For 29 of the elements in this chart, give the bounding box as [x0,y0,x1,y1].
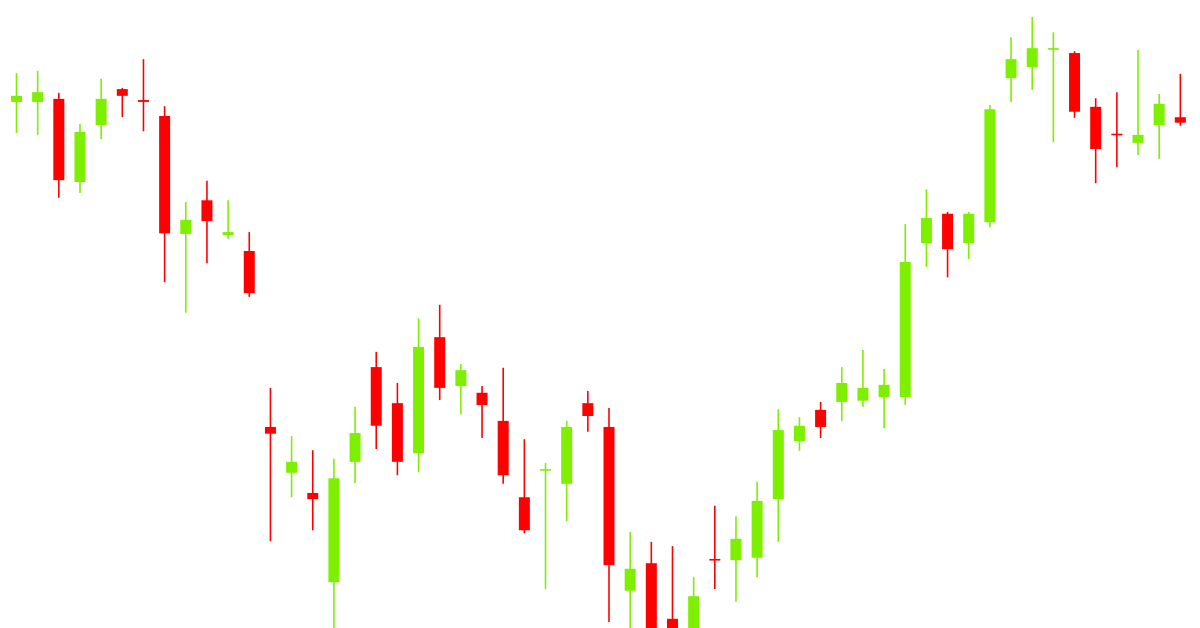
candlestick [540,462,552,590]
candlestick [32,69,44,136]
candlestick [878,368,890,429]
candlestick [582,390,594,433]
candlestick [137,58,149,133]
candlestick [264,387,276,543]
candlestick [307,449,319,532]
candlestick [709,505,721,590]
candlestick [1026,17,1038,91]
candlestick [1153,93,1165,160]
candlestick [11,72,22,134]
candlestick [815,401,827,439]
candlestick [1132,49,1144,156]
candlestick [666,545,678,628]
candlestick [116,87,128,118]
candlestick [201,179,213,265]
candlestick [1047,31,1059,144]
candlestick [793,416,805,452]
candlestick [455,363,467,415]
candlestick [857,349,869,408]
candlestick [476,385,488,439]
candlestick [1005,36,1017,103]
candlestick [1174,73,1186,127]
candlestick [730,515,742,603]
candlestick [836,366,848,422]
candlestick [222,199,234,240]
candlestick [286,435,298,499]
candlestick [624,531,636,628]
candlestick [180,201,192,314]
